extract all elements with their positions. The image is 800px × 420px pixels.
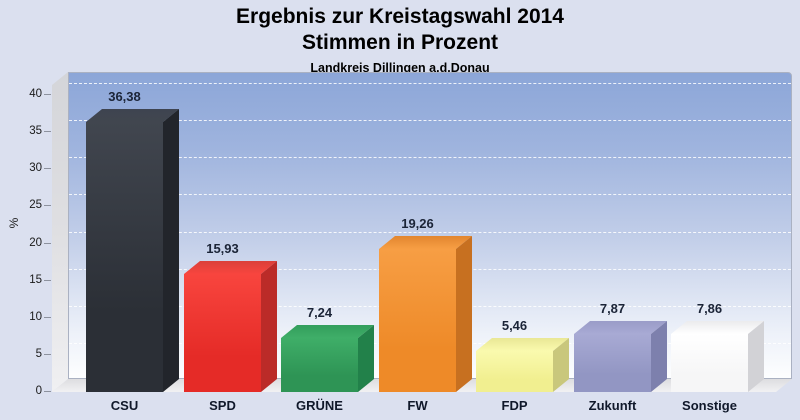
y-tick-mark-0 <box>44 391 51 392</box>
bar-top-face <box>184 261 277 274</box>
y-tick-label-40: 40 <box>29 88 42 100</box>
y-tick-mark-20 <box>44 242 51 244</box>
bar-fw: 19,26 <box>379 216 472 392</box>
plot-left-wall <box>52 72 68 392</box>
category-label-fdp: FDP <box>501 398 528 413</box>
bar-side-face <box>553 338 569 392</box>
bar-value-label-spd: 15,93 <box>206 241 239 256</box>
y-tick-label-5: 5 <box>35 347 42 360</box>
y-tick-label-10: 10 <box>29 310 42 323</box>
y-tick-mark-40 <box>44 94 51 95</box>
bar-zukunft: 7,87 <box>574 301 667 392</box>
y-tick-label-20: 20 <box>29 236 42 249</box>
bar-side-face <box>456 236 472 392</box>
bar-top-face <box>379 236 472 249</box>
bar-front-face <box>379 249 456 392</box>
grid-line-30 <box>69 157 791 159</box>
grid-line-40 <box>69 83 791 84</box>
chart-title-line2: Stimmen in Prozent <box>301 31 499 54</box>
bar-side-face <box>651 321 667 392</box>
y-tick-label-15: 15 <box>29 273 42 286</box>
bar-value-label-fw: 19,26 <box>401 216 434 231</box>
bar-value-label-grune: 7,24 <box>306 305 333 320</box>
grid-line-25 <box>69 194 791 196</box>
bar-front-face <box>86 122 163 392</box>
grid-line-35 <box>69 120 791 122</box>
bar-top-face <box>281 325 374 338</box>
bar-side-face <box>358 325 374 392</box>
category-label-fw: FW <box>407 398 428 413</box>
bar-csu: 36,38 <box>86 89 179 392</box>
grid-line-20 <box>69 231 791 233</box>
bar-fdp: 5,46 <box>476 318 569 392</box>
bar-value-label-fdp: 5,46 <box>501 318 528 333</box>
bar-top-face <box>671 321 764 334</box>
bar-value-label-zukunft: 7,87 <box>599 301 626 316</box>
bar-side-face <box>163 109 179 392</box>
bar-value-label-sonstige: 7,86 <box>696 301 723 316</box>
bar-front-face <box>476 351 553 392</box>
y-tick-mark-25 <box>44 205 51 207</box>
y-tick-label-30: 30 <box>29 162 42 175</box>
y-tick-mark-10 <box>44 316 51 318</box>
bar-front-face <box>574 334 651 392</box>
category-label-zukunft: Zukunft <box>588 398 637 413</box>
bar-top-face <box>86 109 179 122</box>
bar-grune: 7,24 <box>281 305 374 392</box>
title-block: Ergebnis zur Kreistagswahl 2014 Stimmen … <box>0 4 800 75</box>
bar-front-face <box>671 334 748 392</box>
y-tick-mark-30 <box>44 168 51 170</box>
category-label-grune: GRÜNE <box>296 398 343 413</box>
bar-value-label-csu: 36,38 <box>108 89 141 104</box>
bar-side-face <box>261 261 277 392</box>
y-tick-mark-35 <box>44 131 51 133</box>
category-label-spd: SPD <box>209 398 236 413</box>
bar-top-face <box>476 338 569 351</box>
y-tick-mark-5 <box>44 353 51 355</box>
y-tick-label-25: 25 <box>29 199 42 212</box>
bar-sonstige: 7,86 <box>671 301 764 392</box>
chart-title-line1: Ergebnis zur Kreistagswahl 2014 <box>236 5 564 28</box>
y-tick-label-0: 0 <box>35 385 42 397</box>
bar-front-face <box>281 338 358 392</box>
bar-top-face <box>574 321 667 334</box>
y-tick-label-35: 35 <box>29 125 42 138</box>
category-label-sonstige: Sonstige <box>682 398 737 413</box>
y-tick-mark-15 <box>44 279 51 281</box>
bar-side-face <box>748 321 764 392</box>
chart-subtitle: Landkreis Dillingen a.d.Donau <box>310 61 490 75</box>
category-label-csu: CSU <box>110 398 139 413</box>
bar-spd: 15,93 <box>184 241 277 392</box>
bar-front-face <box>184 274 261 392</box>
